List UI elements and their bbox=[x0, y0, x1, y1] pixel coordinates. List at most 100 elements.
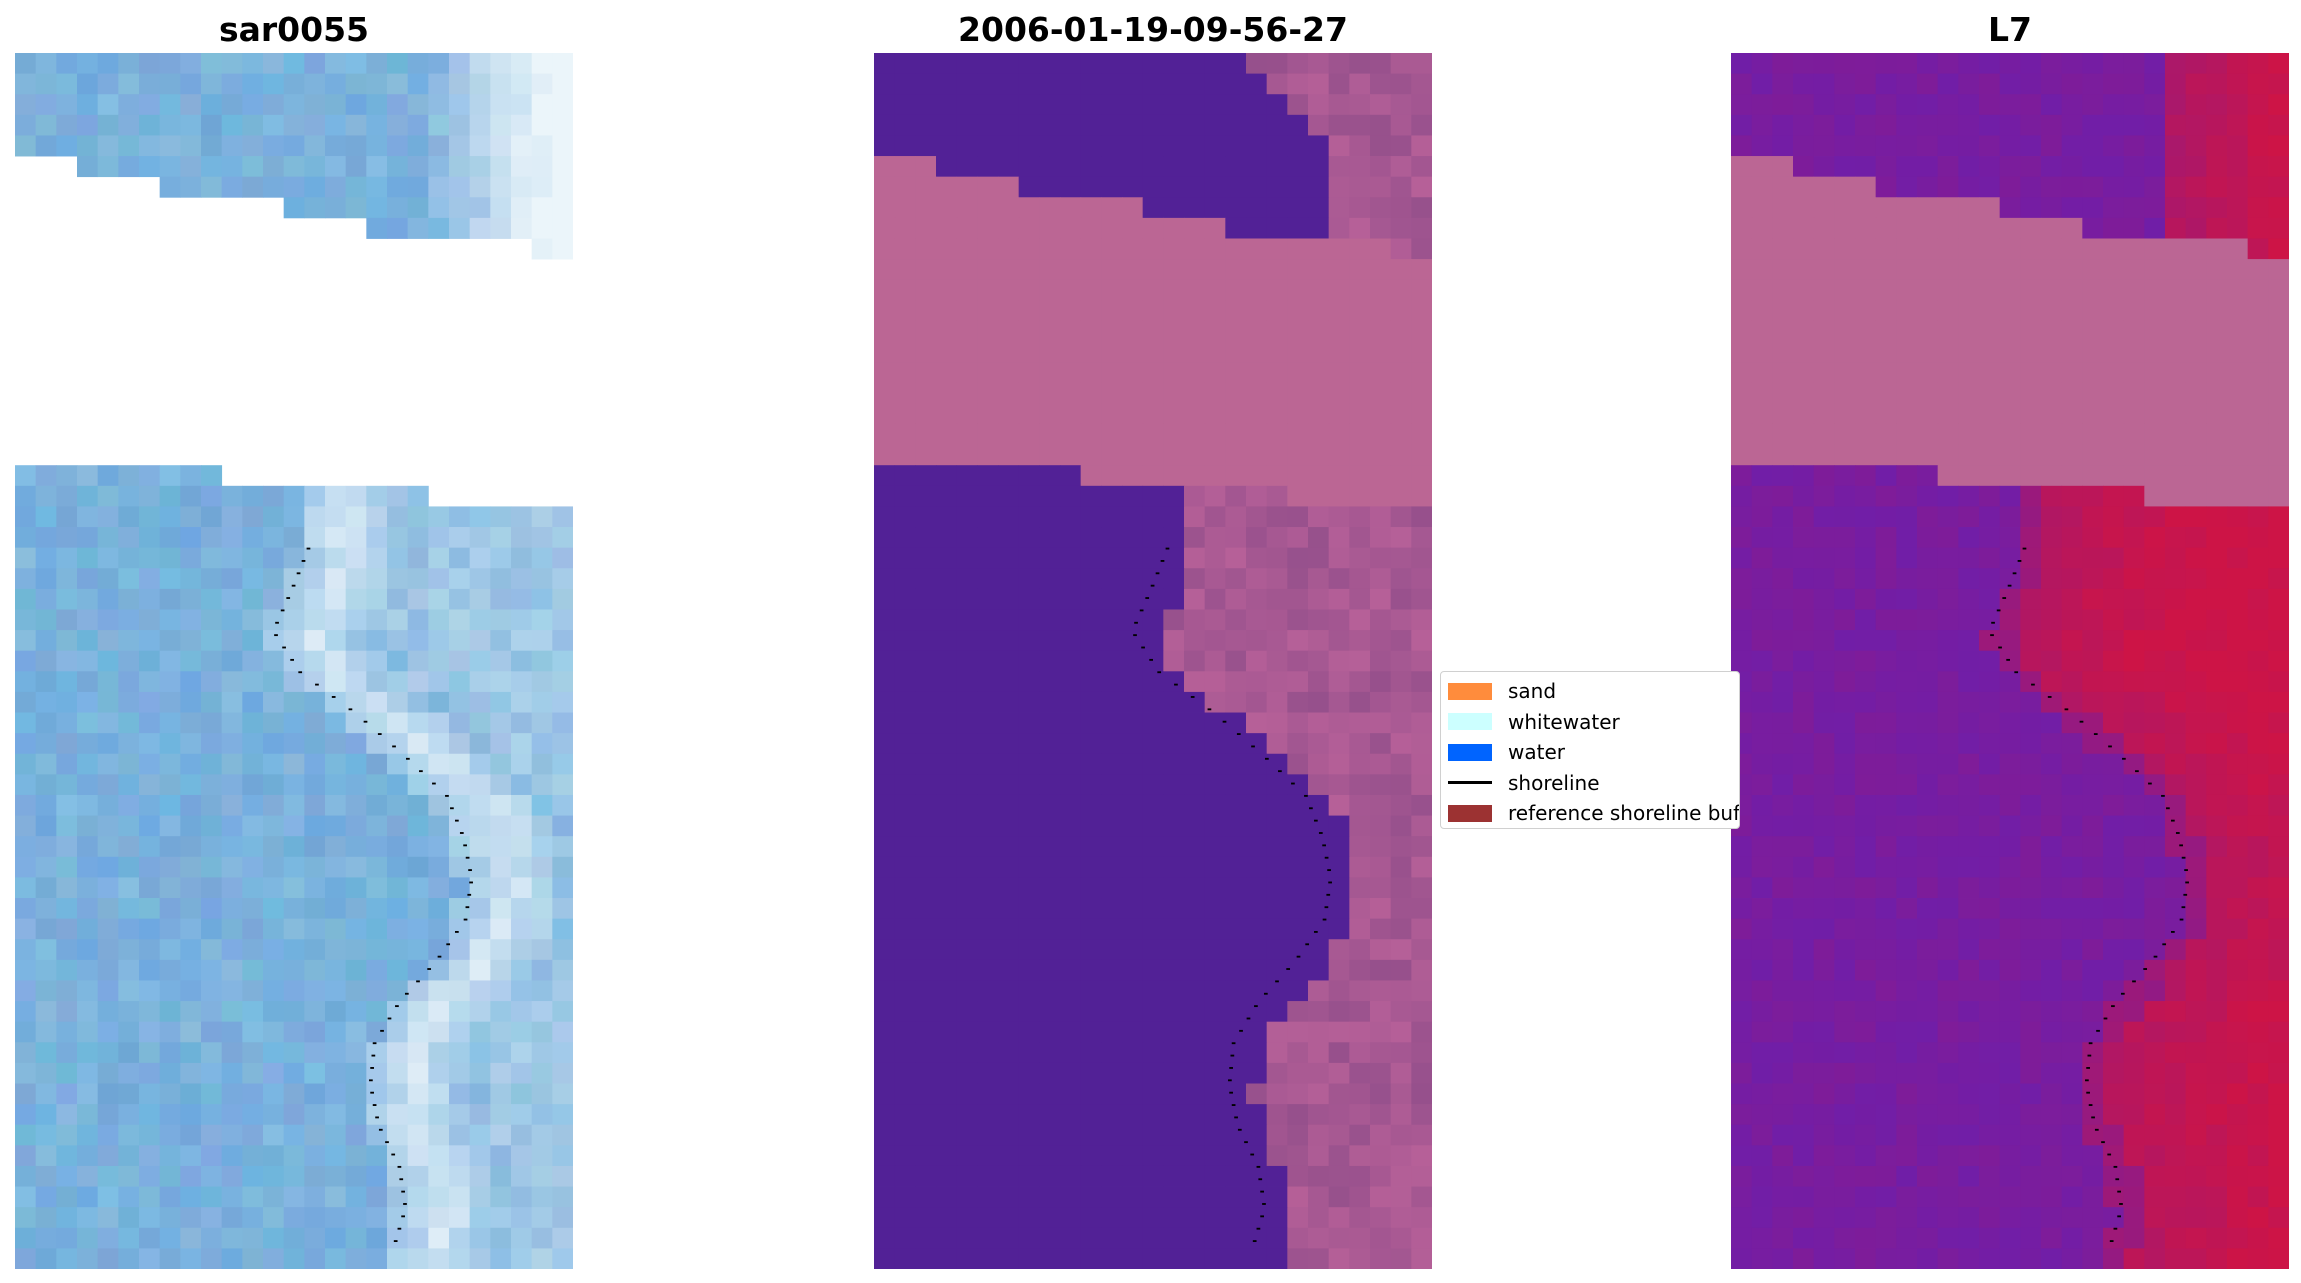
index-pixel bbox=[2082, 918, 2104, 940]
index-pixel bbox=[2268, 650, 2289, 672]
classified-pixel bbox=[1101, 547, 1123, 569]
index-pixel bbox=[1793, 898, 1815, 920]
index-pixel bbox=[2041, 1062, 2063, 1084]
classified-pixel bbox=[1101, 836, 1123, 858]
index-pixel bbox=[2041, 485, 2063, 507]
classified-pixel bbox=[1287, 506, 1309, 528]
index-pixel bbox=[2123, 650, 2145, 672]
image-pixel bbox=[531, 856, 553, 878]
index-pixel bbox=[2020, 547, 2042, 569]
image-pixel bbox=[552, 650, 573, 672]
shoreline-dot bbox=[2119, 1203, 2123, 1205]
index-pixel bbox=[1958, 691, 1980, 713]
classified-pixel bbox=[1328, 156, 1350, 178]
index-pixel bbox=[2185, 1124, 2207, 1146]
image-pixel bbox=[56, 135, 78, 157]
classified-pixel bbox=[1184, 197, 1206, 219]
classified-pixel bbox=[1266, 959, 1288, 981]
classified-pixel bbox=[1018, 1021, 1040, 1043]
classified-pixel bbox=[1370, 691, 1392, 713]
classified-pixel bbox=[1163, 815, 1185, 837]
classified-pixel bbox=[956, 898, 978, 920]
index-pixel bbox=[2103, 1021, 2125, 1043]
index-pixel bbox=[2103, 774, 2125, 796]
shoreline-dot bbox=[370, 1091, 374, 1094]
image-pixel bbox=[449, 1186, 471, 1208]
index-pixel bbox=[2061, 423, 2083, 446]
image-pixel bbox=[56, 1062, 78, 1084]
shoreline-dot bbox=[2103, 1017, 2108, 1020]
index-pixel bbox=[2247, 73, 2269, 95]
index-pixel bbox=[1772, 1145, 1794, 1167]
classified-pixel bbox=[1266, 794, 1288, 816]
image-pixel bbox=[407, 650, 429, 672]
index-pixel bbox=[2206, 609, 2228, 631]
index-pixel bbox=[1772, 1207, 1794, 1229]
index-pixel bbox=[2227, 1186, 2249, 1208]
image-pixel bbox=[345, 733, 367, 755]
image-pixel bbox=[511, 73, 533, 95]
classified-pixel bbox=[1370, 630, 1392, 652]
image-pixel bbox=[366, 1165, 388, 1187]
classified-pixel bbox=[874, 1124, 896, 1146]
classified-pixel bbox=[936, 1248, 958, 1269]
index-pixel bbox=[1813, 1227, 1835, 1249]
index-pixel bbox=[1751, 279, 1773, 301]
classified-pixel bbox=[1204, 650, 1226, 672]
image-pixel bbox=[407, 1248, 429, 1269]
image-pixel bbox=[201, 980, 223, 1002]
index-pixel bbox=[1958, 588, 1980, 610]
classified-pixel bbox=[1266, 1124, 1288, 1146]
image-pixel bbox=[97, 114, 119, 136]
classified-pixel bbox=[1163, 259, 1185, 281]
image-pixel bbox=[387, 959, 409, 981]
index-pixel bbox=[1875, 465, 1897, 487]
index-pixel bbox=[2227, 691, 2249, 713]
shoreline-dot bbox=[2153, 955, 2158, 958]
classified-pixel bbox=[1039, 135, 1061, 157]
classified-pixel bbox=[1266, 300, 1288, 322]
classified-pixel bbox=[1225, 444, 1247, 466]
image-pixel bbox=[325, 547, 347, 569]
classified-pixel bbox=[956, 279, 978, 301]
index-pixel bbox=[1751, 465, 1773, 487]
shoreline-dot bbox=[2085, 1079, 2089, 1082]
image-pixel bbox=[35, 1083, 57, 1105]
image-pixel bbox=[449, 1104, 471, 1126]
classified-pixel bbox=[1349, 877, 1371, 899]
image-pixel bbox=[242, 1145, 264, 1167]
image-pixel bbox=[263, 733, 285, 755]
index-pixel bbox=[2020, 753, 2042, 775]
index-pixel bbox=[1979, 794, 2001, 816]
classified-pixel bbox=[1246, 1248, 1268, 1269]
classified-pixel bbox=[1060, 217, 1082, 239]
classified-pixel bbox=[1370, 320, 1392, 342]
shoreline-dot bbox=[392, 745, 396, 748]
classified-pixel bbox=[977, 341, 999, 363]
index-pixel bbox=[2082, 794, 2104, 816]
classified-pixel bbox=[1308, 1001, 1330, 1023]
image-pixel bbox=[242, 753, 264, 775]
image-pixel bbox=[387, 176, 409, 198]
classified-pixel bbox=[1349, 382, 1371, 404]
index-pixel bbox=[1793, 279, 1815, 301]
index-pixel bbox=[2041, 1021, 2063, 1043]
index-pixel bbox=[1917, 465, 1939, 487]
classified-pixel bbox=[1122, 1021, 1144, 1043]
index-pixel bbox=[2185, 959, 2207, 981]
index-pixel bbox=[1855, 197, 1877, 219]
index-pixel bbox=[2123, 1145, 2145, 1167]
index-pixel bbox=[1979, 1145, 2001, 1167]
classified-pixel bbox=[1122, 918, 1144, 940]
classified-pixel bbox=[977, 176, 999, 198]
classified-pixel bbox=[1287, 1104, 1309, 1126]
image-pixel bbox=[366, 94, 388, 116]
classified-pixel bbox=[1184, 836, 1206, 858]
classified-pixel bbox=[1328, 733, 1350, 755]
index-pixel bbox=[1772, 423, 1794, 446]
image-pixel bbox=[15, 691, 37, 713]
index-pixel bbox=[2103, 836, 2125, 858]
index-pixel bbox=[1751, 1165, 1773, 1187]
shoreline-dot bbox=[1258, 1178, 1263, 1181]
image-pixel bbox=[325, 485, 347, 507]
